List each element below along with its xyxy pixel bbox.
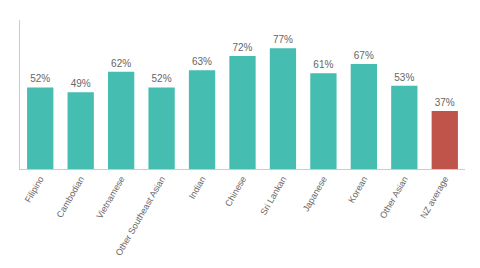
svg-text:52%: 52%	[152, 73, 172, 84]
svg-text:Sri Lankan: Sri Lankan	[258, 175, 288, 217]
svg-text:Vietnamese: Vietnamese	[94, 175, 126, 221]
svg-text:37%: 37%	[435, 97, 455, 108]
svg-text:49%: 49%	[71, 78, 91, 89]
svg-text:63%: 63%	[192, 56, 212, 67]
svg-text:Filipino: Filipino	[23, 175, 46, 205]
svg-text:NZ average: NZ average	[418, 175, 450, 221]
svg-text:Cambodian: Cambodian	[55, 175, 87, 220]
svg-text:67%: 67%	[354, 50, 374, 61]
svg-text:Korean: Korean	[346, 175, 369, 205]
svg-text:61%: 61%	[313, 59, 333, 70]
svg-text:Japanese: Japanese	[301, 175, 329, 214]
svg-text:72%: 72%	[232, 42, 252, 53]
svg-text:62%: 62%	[111, 58, 131, 69]
svg-text:Chinese: Chinese	[223, 175, 248, 209]
svg-text:Other Asian: Other Asian	[378, 175, 410, 221]
svg-text:53%: 53%	[394, 72, 414, 83]
svg-text:Other Southeast Asian: Other Southeast Asian	[114, 175, 168, 258]
svg-text:52%: 52%	[30, 73, 50, 84]
svg-text:Indian: Indian	[187, 175, 208, 201]
svg-text:77%: 77%	[273, 34, 293, 45]
